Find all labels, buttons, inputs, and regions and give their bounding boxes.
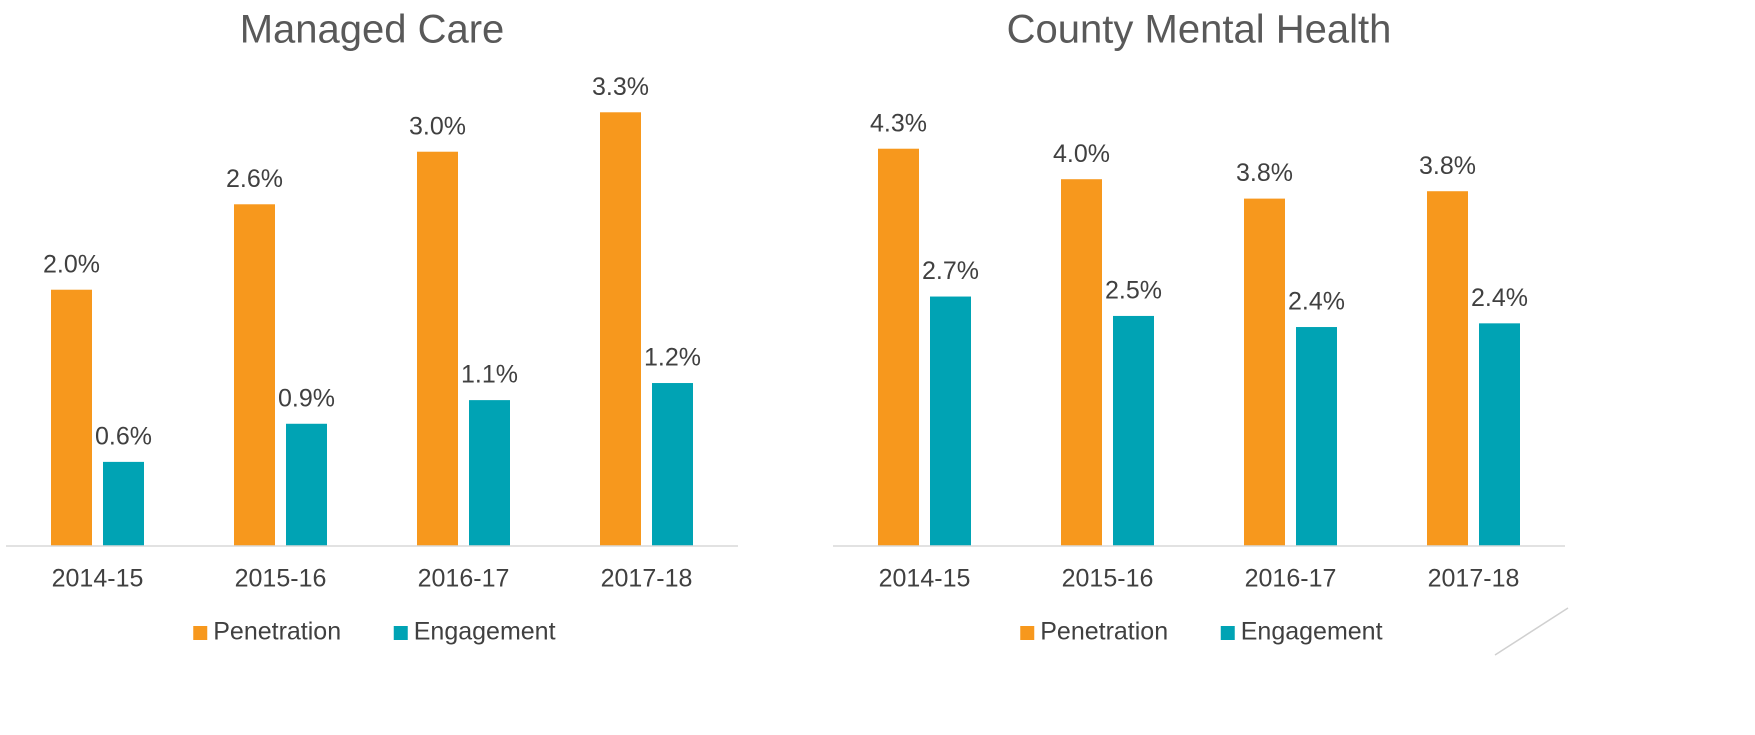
legend-label: Engagement bbox=[1241, 618, 1383, 646]
x-tick-label: 2017-18 bbox=[601, 565, 693, 593]
chart-title: Managed Care bbox=[240, 8, 505, 52]
bar bbox=[1479, 323, 1520, 546]
legend-label: Engagement bbox=[414, 618, 556, 646]
x-tick-label: 2014-15 bbox=[879, 565, 971, 593]
legend-swatch bbox=[1020, 626, 1035, 640]
bar bbox=[1061, 179, 1102, 546]
data-label: 1.2% bbox=[644, 344, 701, 372]
x-tick-label: 2016-17 bbox=[418, 565, 510, 593]
data-label: 4.0% bbox=[1053, 140, 1110, 168]
data-label: 2.0% bbox=[43, 250, 100, 278]
data-label: 0.9% bbox=[278, 384, 335, 412]
bar bbox=[1244, 198, 1285, 546]
data-label: 1.1% bbox=[461, 361, 518, 389]
x-tick-label: 2014-15 bbox=[52, 565, 144, 593]
bar bbox=[652, 383, 693, 546]
data-label: 4.3% bbox=[870, 109, 927, 137]
bar bbox=[1296, 327, 1337, 546]
bar bbox=[1113, 315, 1154, 546]
decor-line bbox=[1494, 607, 1569, 656]
legend-label: Penetration bbox=[1040, 618, 1168, 646]
bar bbox=[600, 112, 641, 547]
x-tick-label: 2017-18 bbox=[1428, 565, 1520, 593]
data-label: 2.7% bbox=[922, 257, 979, 285]
legend-swatch bbox=[1220, 626, 1235, 640]
data-label: 0.6% bbox=[95, 422, 152, 450]
bar bbox=[286, 423, 327, 546]
bar bbox=[1427, 191, 1468, 546]
chart-title: County Mental Health bbox=[1007, 8, 1392, 52]
data-label: 3.3% bbox=[592, 73, 649, 101]
bar bbox=[469, 400, 510, 546]
bar bbox=[930, 296, 971, 546]
data-label: 2.6% bbox=[226, 165, 283, 193]
data-label: 3.0% bbox=[409, 112, 466, 140]
bar bbox=[878, 148, 919, 546]
bar bbox=[103, 461, 144, 546]
x-tick-label: 2015-16 bbox=[1062, 565, 1154, 593]
x-tick-label: 2015-16 bbox=[235, 565, 327, 593]
legend-label: Penetration bbox=[213, 618, 341, 646]
data-label: 2.4% bbox=[1471, 284, 1528, 312]
data-label: 3.8% bbox=[1419, 152, 1476, 180]
data-label: 2.4% bbox=[1288, 288, 1345, 316]
bar bbox=[234, 204, 275, 547]
bar bbox=[51, 289, 92, 546]
legend-swatch bbox=[393, 626, 408, 640]
data-label: 3.8% bbox=[1236, 159, 1293, 187]
bar bbox=[417, 151, 458, 546]
data-label: 2.5% bbox=[1105, 277, 1162, 305]
legend-swatch bbox=[193, 626, 208, 640]
x-tick-label: 2016-17 bbox=[1245, 565, 1337, 593]
